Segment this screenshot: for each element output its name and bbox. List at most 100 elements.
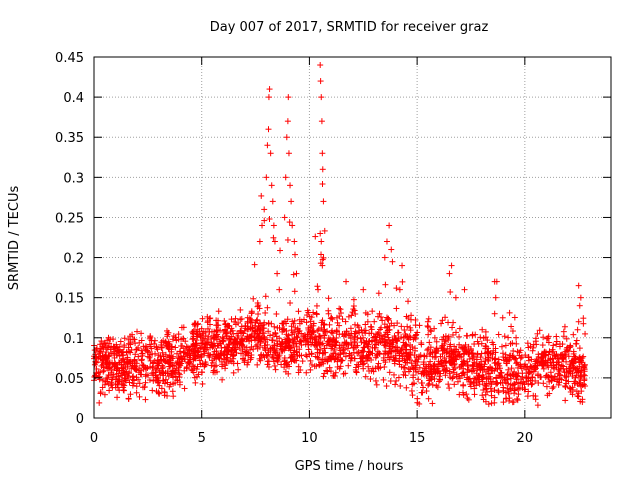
data-point — [530, 392, 537, 399]
data-point — [517, 355, 524, 362]
data-point — [249, 324, 256, 331]
data-point — [293, 333, 300, 340]
data-point — [366, 330, 373, 337]
data-point — [443, 358, 450, 365]
data-point — [146, 354, 153, 361]
data-point — [201, 335, 208, 342]
data-point — [319, 166, 326, 173]
data-point — [471, 375, 478, 382]
data-point — [548, 376, 555, 383]
data-point — [308, 361, 315, 368]
data-point — [222, 365, 229, 372]
data-point — [581, 361, 588, 368]
data-point — [425, 395, 432, 402]
data-point — [239, 337, 246, 344]
x-axis-label: GPS time / hours — [295, 459, 404, 474]
data-point — [438, 320, 445, 327]
data-point — [107, 346, 114, 353]
data-point — [181, 385, 188, 392]
data-point — [140, 343, 147, 350]
data-point — [219, 361, 226, 368]
data-point — [545, 351, 552, 358]
data-point — [221, 348, 228, 355]
data-point — [107, 336, 114, 343]
data-point — [410, 336, 417, 343]
data-point — [350, 349, 357, 356]
data-point — [432, 347, 439, 354]
data-point — [467, 347, 474, 354]
data-point — [120, 381, 127, 388]
data-point — [380, 376, 387, 383]
data-point — [155, 352, 162, 359]
data-point — [167, 359, 174, 366]
data-point — [317, 78, 324, 85]
data-point — [219, 334, 226, 341]
data-point — [138, 347, 145, 354]
data-point — [563, 358, 570, 365]
data-point — [235, 320, 242, 327]
data-point — [435, 378, 442, 385]
data-point — [126, 379, 133, 386]
data-point — [321, 370, 328, 377]
data-point — [138, 330, 145, 337]
data-point — [473, 370, 480, 377]
data-point — [439, 363, 446, 370]
data-point — [341, 349, 348, 356]
data-point — [553, 351, 560, 358]
data-point — [525, 375, 532, 382]
data-point — [458, 344, 465, 351]
data-point — [115, 373, 122, 380]
data-point — [172, 373, 179, 380]
data-point — [302, 351, 309, 358]
data-point — [256, 335, 263, 342]
data-point — [464, 363, 471, 370]
data-point — [192, 352, 199, 359]
data-point — [215, 308, 222, 315]
data-point — [287, 347, 294, 354]
data-point — [522, 364, 529, 371]
data-point — [317, 62, 324, 69]
data-point — [354, 350, 361, 357]
data-point — [261, 206, 268, 213]
data-point — [413, 331, 420, 338]
data-point — [504, 371, 511, 378]
data-point — [426, 339, 433, 346]
data-point — [308, 350, 315, 357]
data-point — [497, 369, 504, 376]
data-point — [354, 334, 361, 341]
data-point — [478, 350, 485, 357]
data-point — [432, 370, 439, 377]
data-point — [206, 315, 213, 322]
data-point — [439, 317, 446, 324]
data-point — [484, 337, 491, 344]
data-point — [456, 391, 463, 398]
data-point — [125, 395, 132, 402]
data-point — [255, 302, 262, 309]
data-point — [340, 370, 347, 377]
data-point — [505, 366, 512, 373]
data-point — [453, 356, 460, 363]
data-point — [380, 354, 387, 361]
data-point — [108, 366, 115, 373]
data-point — [456, 375, 463, 382]
data-point — [269, 198, 276, 205]
data-point — [244, 314, 251, 321]
data-point — [406, 355, 413, 362]
data-point — [208, 342, 215, 349]
data-point — [477, 364, 484, 371]
data-point — [134, 328, 141, 335]
data-point — [412, 316, 419, 323]
data-point — [106, 387, 113, 394]
data-point — [319, 340, 326, 347]
data-point — [415, 368, 422, 375]
data-point — [450, 319, 457, 326]
data-point — [495, 389, 502, 396]
data-point — [511, 386, 518, 393]
data-point — [427, 327, 434, 334]
data-point — [485, 345, 492, 352]
data-point — [474, 338, 481, 345]
data-point — [429, 400, 436, 407]
data-point — [193, 340, 200, 347]
data-point — [493, 374, 500, 381]
data-point — [498, 343, 505, 350]
